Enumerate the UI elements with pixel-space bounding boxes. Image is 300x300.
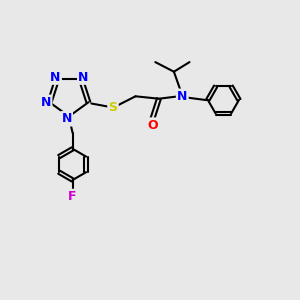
Text: S: S xyxy=(109,101,118,114)
Text: N: N xyxy=(177,90,188,103)
Text: O: O xyxy=(148,118,158,132)
Text: N: N xyxy=(61,112,72,125)
Text: N: N xyxy=(78,70,88,84)
Text: F: F xyxy=(68,190,77,203)
Text: N: N xyxy=(50,70,61,84)
Text: N: N xyxy=(41,96,51,109)
